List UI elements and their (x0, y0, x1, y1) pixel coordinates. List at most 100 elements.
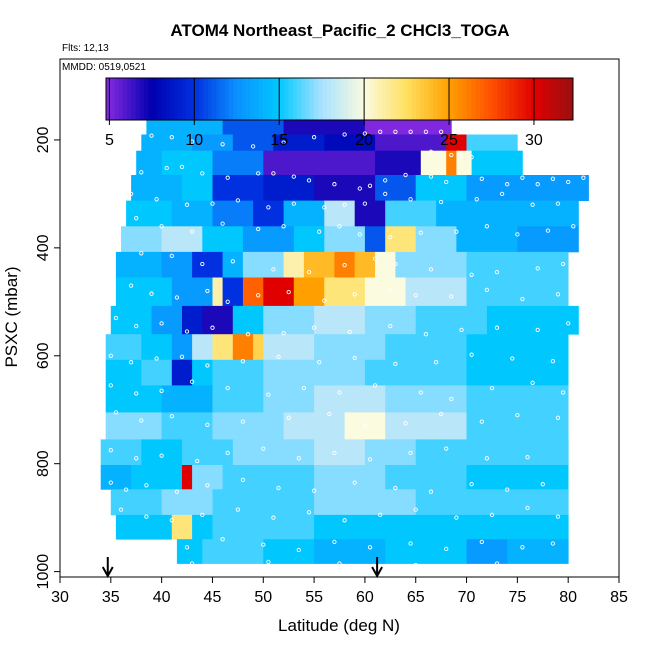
sample-marker (484, 224, 490, 229)
sample-marker (134, 323, 139, 329)
colorbar-segment (152, 78, 158, 120)
colorbar-segment (539, 78, 544, 120)
heatmap-cell (344, 412, 386, 440)
sample-marker (291, 201, 296, 206)
sample-marker (306, 178, 312, 183)
heatmap-cell (364, 277, 406, 307)
colorbar-segment (284, 78, 289, 120)
sample-marker (301, 385, 307, 391)
heatmap-cell (263, 175, 315, 201)
heatmap-cell (212, 359, 264, 386)
colorbar-segment (517, 78, 523, 120)
sample-marker (560, 261, 566, 267)
sample-marker (560, 390, 566, 395)
sample-marker (281, 330, 286, 336)
heatmap-cell (456, 226, 518, 253)
sample-marker (352, 480, 357, 485)
sample-marker (189, 561, 195, 566)
sample-marker (266, 205, 271, 210)
sample-marker (144, 483, 149, 488)
colorbar-segment (441, 78, 446, 120)
colorbar-segment (411, 78, 417, 120)
heatmap-cell (121, 226, 163, 253)
heatmap-cell (161, 251, 193, 278)
sample-marker (271, 515, 276, 520)
colorbar-segment (347, 78, 353, 120)
heatmap-cell (415, 439, 569, 466)
colorbar-segment (122, 78, 128, 120)
colorbar-segment (415, 78, 421, 120)
heatmap-cell (385, 200, 437, 227)
heatmap-cell (212, 175, 264, 201)
sample-marker (128, 191, 134, 197)
sample-marker (322, 298, 327, 303)
colorbar-tick-label: 5 (105, 132, 114, 149)
heatmap-cell (212, 489, 315, 516)
sample-marker (388, 234, 393, 240)
sample-marker (535, 327, 540, 333)
sample-marker (352, 355, 357, 361)
x-tick-label: 65 (407, 589, 425, 606)
heatmap-cell (131, 175, 183, 201)
heatmap-cell (212, 334, 234, 361)
heatmap-cell (141, 439, 183, 466)
sample-marker (428, 267, 434, 272)
heatmap-cell (375, 251, 396, 278)
sample-marker (108, 480, 113, 485)
heatmap-cell (161, 412, 213, 440)
sample-marker (342, 132, 347, 137)
sample-marker (423, 129, 429, 134)
sample-marker (291, 174, 296, 179)
heatmap-cell (202, 305, 234, 335)
heatmap-cell (161, 226, 203, 253)
x-axis-label: Latitude (deg N) (278, 616, 400, 635)
sample-marker (449, 294, 454, 299)
sample-marker (438, 411, 444, 417)
sample-marker (317, 229, 322, 234)
sample-marker (327, 411, 332, 417)
sample-marker (433, 360, 439, 365)
sample-marker (184, 202, 190, 207)
sample-marker (245, 332, 251, 337)
colorbar-segment (488, 78, 493, 120)
sample-marker (489, 512, 495, 518)
sample-marker (139, 418, 144, 423)
colorbar-segment (118, 78, 124, 120)
colorbar-segment (547, 78, 553, 120)
colorbar-segment (479, 78, 485, 120)
sample-marker (469, 155, 474, 160)
heatmap-cell (415, 489, 569, 516)
sample-marker (332, 539, 337, 545)
heatmap-cell (364, 118, 452, 135)
heatmap-cell (466, 334, 569, 361)
sample-markers (108, 129, 586, 572)
heatmap-cell (354, 251, 376, 278)
sample-marker (566, 179, 571, 185)
colorbar-segment (454, 78, 459, 120)
heatmap-cell (105, 334, 142, 361)
heatmap-cell (263, 305, 315, 335)
heatmap-cell (222, 465, 315, 490)
sample-marker (494, 561, 500, 566)
sample-marker (128, 360, 134, 365)
sample-marker (555, 514, 561, 519)
heatmap-cell (293, 277, 325, 307)
colorbar-segment (224, 78, 230, 120)
heatmap-cell (364, 439, 417, 466)
sample-marker (378, 512, 383, 518)
colorbar-segment (339, 78, 345, 120)
heatmap-cell (415, 226, 457, 253)
sample-marker (494, 325, 500, 330)
y-tick-label: 600 (35, 342, 52, 369)
heatmap-cell (466, 251, 569, 278)
heatmap-cell (364, 226, 386, 253)
heatmap-cell (192, 134, 234, 152)
sample-marker (510, 356, 515, 361)
sample-marker (454, 515, 459, 520)
sample-marker (535, 182, 540, 187)
colorbar-segment (492, 78, 497, 120)
heatmap-cell (182, 439, 234, 466)
sample-marker (200, 261, 205, 267)
sample-marker (347, 329, 352, 335)
sample-marker (479, 176, 484, 181)
